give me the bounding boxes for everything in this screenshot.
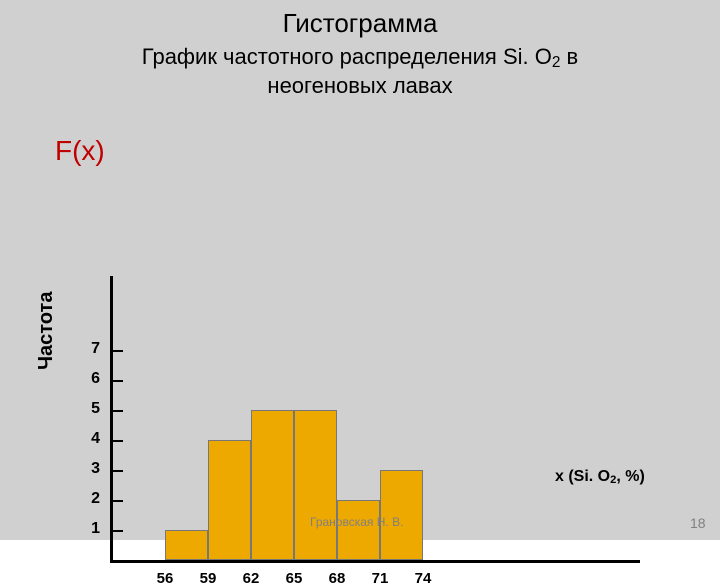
y-tick [113,440,123,442]
footer-author: Грановская Н. В. [310,515,403,529]
y-tick [113,410,123,412]
xlabel-sub: 2 [610,474,616,486]
y-tick-label: 2 [80,490,100,508]
y-tick [113,500,123,502]
y-tick-label: 4 [80,430,100,448]
histogram-bar [208,440,251,560]
subtitle-formula-base: Si. O [503,44,552,69]
subtitle-text-pre: График частотного распределения [142,44,503,69]
x-tick-label: 71 [365,570,395,587]
y-tick-label: 7 [80,340,100,358]
slide-subtitle: График частотного распределения Si. O2 в… [0,39,720,100]
histogram-bar [294,410,337,560]
x-tick-label: 62 [236,570,266,587]
x-axis [110,560,640,563]
subtitle-line2: неогеновых лавах [267,73,452,98]
page-number: 18 [690,515,706,531]
xlabel-pre: x (Si. O [555,468,610,485]
x-tick-label: 74 [408,570,438,587]
y-tick [113,380,123,382]
y-tick [113,530,123,532]
x-tick-label: 56 [150,570,180,587]
fx-label: F(x) [55,135,105,167]
y-tick-label: 3 [80,460,100,478]
histogram-bar [165,530,208,560]
y-tick-label: 1 [80,520,100,538]
y-tick [113,470,123,472]
x-tick-label: 68 [322,570,352,587]
subtitle-formula: Si. O2 [503,44,560,69]
y-tick [113,350,123,352]
x-tick-label: 59 [193,570,223,587]
xlabel-post: , %) [616,468,644,485]
y-tick-label: 5 [80,400,100,418]
slide: Гистограмма График частотного распределе… [0,0,720,540]
slide-title: Гистограмма [0,0,720,39]
y-axis [110,276,113,563]
y-axis-label: Частота [35,292,58,370]
y-tick-label: 6 [80,370,100,388]
histogram-bar [251,410,294,560]
histogram-bar [337,500,380,560]
x-tick-label: 65 [279,570,309,587]
subtitle-formula-sub: 2 [552,54,561,71]
x-axis-label: x (Si. O2, %) [555,468,645,486]
subtitle-text-post: в [560,44,578,69]
